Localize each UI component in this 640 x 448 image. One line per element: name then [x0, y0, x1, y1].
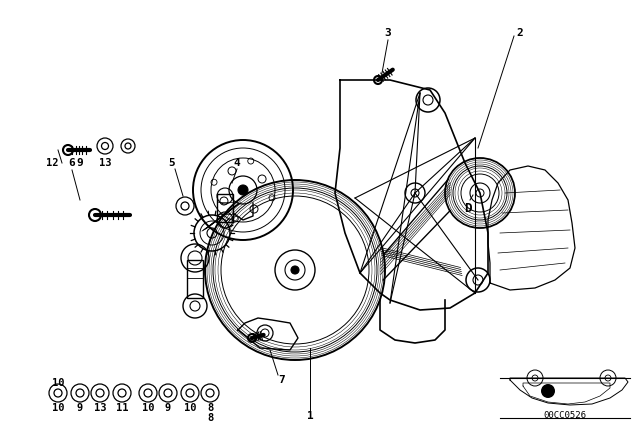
Text: 5: 5 — [168, 158, 175, 168]
Text: D: D — [464, 202, 472, 215]
Text: 7: 7 — [278, 375, 285, 385]
Text: 1: 1 — [307, 411, 314, 421]
Text: 9: 9 — [77, 403, 83, 413]
Bar — [187, 260, 203, 298]
Text: 00CC0526: 00CC0526 — [543, 412, 586, 421]
Text: 13: 13 — [93, 403, 106, 413]
Text: 13: 13 — [99, 158, 111, 168]
Text: 4: 4 — [234, 158, 241, 168]
Circle shape — [291, 266, 299, 274]
Text: 3: 3 — [385, 28, 392, 38]
Circle shape — [238, 185, 248, 195]
Text: 9: 9 — [77, 158, 83, 168]
Text: 11: 11 — [116, 403, 128, 413]
Bar — [217, 194, 233, 222]
Text: 12: 12 — [45, 158, 58, 168]
Text: 2: 2 — [516, 28, 524, 38]
Text: 10: 10 — [141, 403, 154, 413]
Text: 9: 9 — [165, 403, 171, 413]
Text: 10: 10 — [52, 403, 64, 413]
Text: 10: 10 — [184, 403, 196, 413]
Text: 6: 6 — [68, 158, 76, 168]
Text: 10: 10 — [52, 378, 64, 388]
Text: 8: 8 — [207, 403, 213, 413]
Text: 8: 8 — [207, 413, 213, 423]
Circle shape — [541, 384, 555, 398]
